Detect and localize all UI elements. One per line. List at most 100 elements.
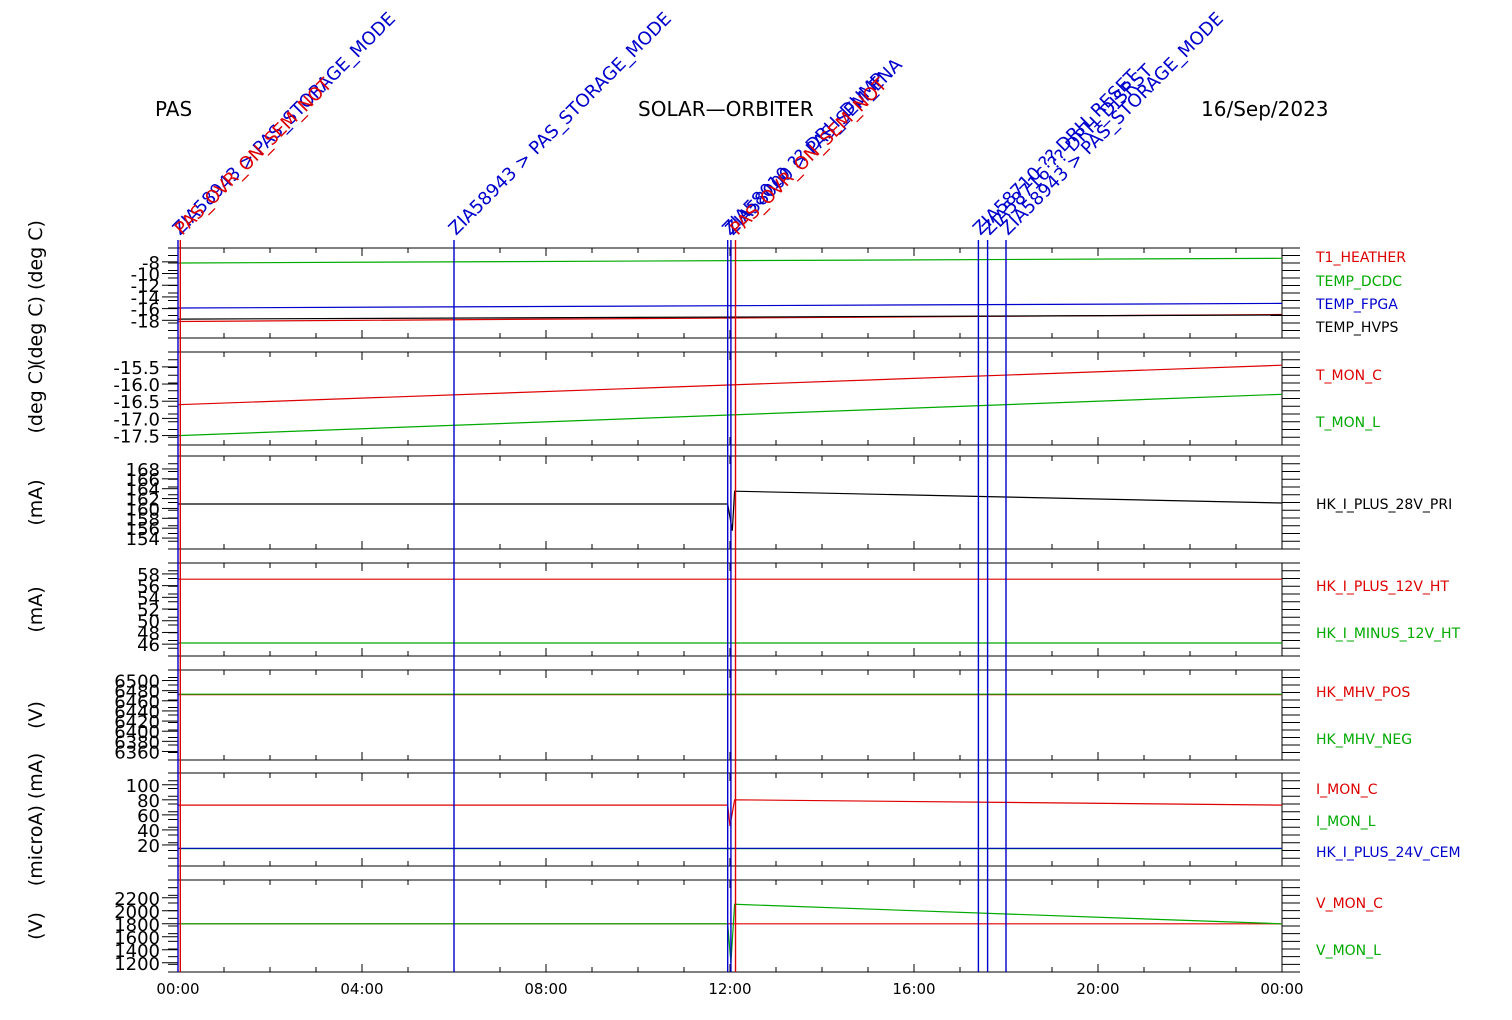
y-tick-label: -14	[131, 288, 160, 309]
event-marker: ZIA58710 ?? DRH_RESET	[969, 65, 1143, 972]
header-left: PAS	[155, 97, 192, 121]
y-tick-label: 6380	[114, 732, 160, 753]
series-t-mon-l	[177, 393, 1283, 437]
y-tick-label: -17.5	[113, 427, 160, 448]
y-tick-label: 2000	[114, 902, 160, 923]
y-tick-label: -15.5	[113, 358, 160, 379]
y-tick-label: 56	[137, 577, 160, 598]
y-tick-label: 6360	[114, 742, 160, 763]
legend-v-mon-c: V_MON_C	[1316, 896, 1383, 912]
y-axis-label: (deg C) (deg C)	[25, 220, 47, 366]
y-tick-label: 6460	[114, 692, 160, 713]
y-tick-label: -12	[131, 276, 160, 297]
legend-t-mon-c: T_MON_C	[1315, 368, 1382, 384]
panel-2: -15.5-16.0-16.5-17.0-17.5 (deg C) T_MON_C T…	[25, 351, 1382, 448]
series-temp-hvps	[177, 314, 1283, 320]
event-marker: ZIA58943 > PAS_STORAGE_MODE	[169, 8, 400, 972]
legend-hk-mhv-pos: HK_MHV_POS	[1316, 685, 1410, 701]
x-tick-label: 20:00	[1076, 980, 1119, 998]
y-tick-label: 168	[126, 460, 160, 481]
y-tick-label: 154	[126, 529, 160, 550]
event-label: ZIA58943 > PAS_STORAGE_MODE	[445, 8, 676, 239]
y-tick-label: 80	[137, 791, 160, 812]
y-tick-label: 6480	[114, 682, 160, 703]
event-marker: ZIA58716 ?? DRH_DISRST	[978, 60, 1158, 972]
event-marker: ZIA58943 > PAS_STORAGE_MODE	[445, 8, 676, 972]
y-tick-label: 60	[137, 806, 160, 827]
y-tick-label: 1200	[114, 954, 160, 975]
series-i-mon-c	[178, 799, 1283, 827]
y-tick-label: 6500	[114, 672, 160, 693]
event-marker: ZIA58000 > PAS_SEM_ENA	[722, 54, 907, 972]
legend-hk-mhv-neg: HK_MHV_NEG	[1316, 732, 1412, 748]
series-hk-i-plus-28v-pri	[178, 490, 1283, 531]
x-tick-label: 08:00	[524, 980, 567, 998]
y-tick-label: 46	[137, 635, 160, 656]
y-tick-label: 160	[126, 499, 160, 520]
y-axis-label: (deg C)	[25, 364, 47, 434]
y-tick-label: 158	[126, 509, 160, 530]
y-tick-label: 6440	[114, 702, 160, 723]
y-tick-label: 6400	[114, 722, 160, 743]
event-marker: PAS_OVR_ON_SEM_NOT	[726, 74, 892, 972]
legend-i-mon-l: I_MON_L	[1316, 814, 1376, 830]
y-tick-label: 48	[137, 623, 160, 644]
y-tick-label: -16.5	[113, 392, 160, 413]
legend-t-mon-l: T_MON_L	[1315, 415, 1380, 431]
y-tick-label: -17.0	[113, 409, 160, 430]
y-tick-label: 164	[126, 480, 160, 501]
legend-hk-i-plus-28v-pri: HK_I_PLUS_28V_PRI	[1316, 497, 1452, 513]
y-tick-label: -16	[131, 300, 160, 321]
y-tick-label: 52	[137, 600, 160, 621]
series-temp-dcdc	[177, 257, 1283, 264]
series-temp-fpga	[177, 302, 1283, 309]
legend-t1-heather: T1_HEATHER	[1315, 250, 1406, 266]
x-axis: 00:00 04:00 08:00 12:00 16:00 20:00 00:00	[156, 980, 1303, 998]
legend-i-mon-c: I_MON_C	[1316, 782, 1378, 798]
x-tick-label: 00:00	[1260, 980, 1303, 998]
legend-temp-fpga: TEMP_FPGA	[1315, 297, 1398, 313]
y-tick-label: 2200	[114, 889, 160, 910]
y-tick-label: -10	[131, 265, 160, 286]
y-tick-label: 58	[137, 565, 160, 586]
y-axis-label: (mA)	[25, 586, 47, 632]
event-marker: ZIA58943 > PAS_STORAGE_MODE	[997, 8, 1228, 972]
legend-temp-hvps: TEMP_HVPS	[1315, 320, 1398, 336]
y-tick-label: -16.0	[113, 375, 160, 396]
panel-1: -8-10-12-14-16-18 (deg C) (deg C) T1_HEATH…	[25, 220, 1406, 366]
legend-v-mon-l: V_MON_L	[1316, 943, 1381, 959]
y-axis-label: (mA)	[25, 479, 47, 525]
y-tick-label: 100	[126, 776, 160, 797]
legend-temp-dcdc: TEMP_DCDC	[1315, 274, 1402, 290]
panel-frame	[177, 669, 1283, 761]
y-tick-label: 166	[126, 470, 160, 491]
panels: -8-10-12-14-16-18 (deg C) (deg C) T1_HEATH…	[25, 220, 1461, 975]
y-tick-label: 156	[126, 519, 160, 540]
x-tick-label: 00:00	[156, 980, 199, 998]
y-tick-label: -18	[131, 311, 160, 332]
y-tick-label: 6420	[114, 712, 160, 733]
y-tick-label: 162	[126, 490, 160, 511]
y-tick-label: -8	[142, 253, 160, 274]
series-v-mon-l	[178, 903, 1283, 963]
legend-hk-i-plus-24v-cem: HK_I_PLUS_24V_CEM	[1316, 845, 1461, 861]
panel-frame	[177, 562, 1283, 657]
y-tick-label: 50	[137, 612, 160, 633]
header-right: 16/Sep/2023	[1201, 97, 1329, 121]
y-tick-label: 20	[137, 836, 160, 857]
x-tick-label: 04:00	[340, 980, 383, 998]
legend-hk-i-minus-12v-ht: HK_I_MINUS_12V_HT	[1316, 626, 1461, 642]
event-label: PAS_OVR_ON_SEM_NOT	[171, 74, 337, 240]
y-tick-label: 1400	[114, 941, 160, 962]
y-axis-label: (V)	[25, 912, 47, 940]
y-tick-label: 54	[137, 588, 160, 609]
events: ZIA58943 > PAS_STORAGE_MODEPAS_OVR_ON_SE…	[169, 8, 1228, 972]
y-tick-label: 1800	[114, 915, 160, 936]
x-tick-label: 12:00	[708, 980, 751, 998]
header-center: SOLAR—ORBITER	[638, 97, 814, 121]
